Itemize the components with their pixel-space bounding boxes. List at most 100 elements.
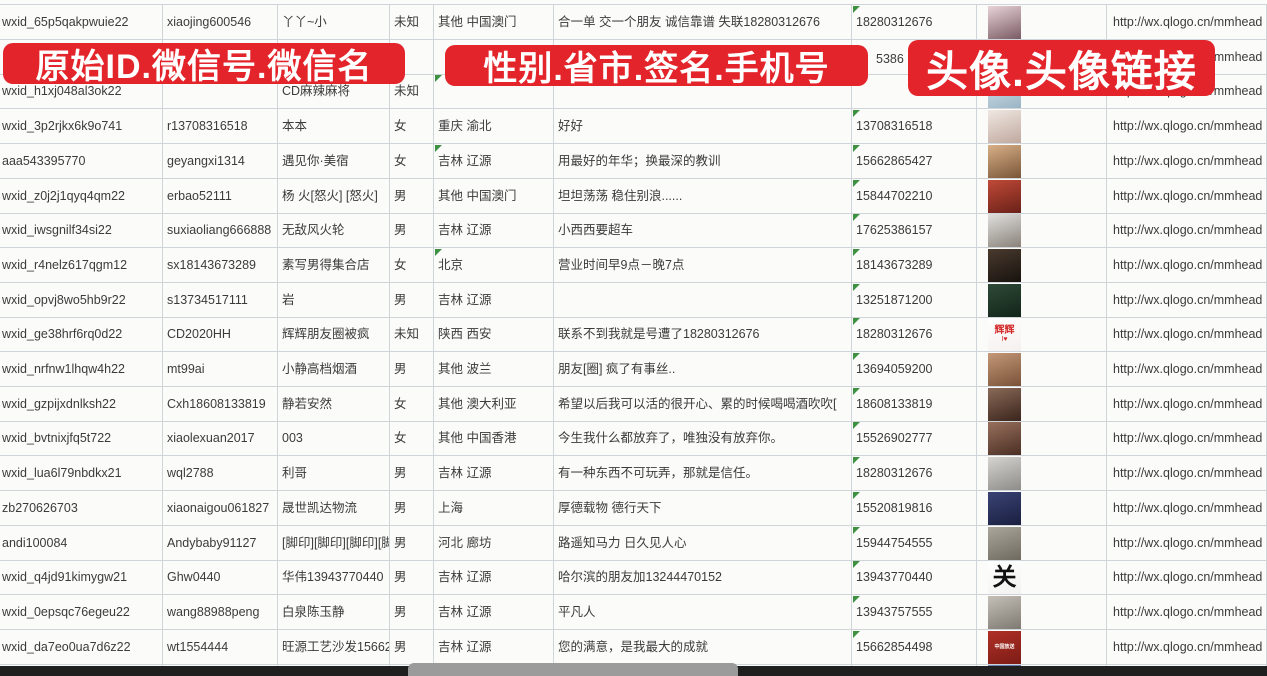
cell-wxid[interactable]: wxid_q4jd91kimygw21 — [0, 560, 163, 596]
cell-phone[interactable]: 13943770440 — [852, 560, 977, 596]
cell-link[interactable]: http://wx.qlogo.cn/mmhead — [1107, 594, 1267, 630]
cell-wxid[interactable]: andi100084 — [0, 525, 163, 561]
cell-gender[interactable]: 男 — [390, 629, 434, 665]
cell-wechat-id[interactable]: Andybaby91127 — [163, 525, 278, 561]
cell-avatar[interactable]: 中国放送 — [977, 629, 1107, 665]
cell-wxid[interactable]: wxid_bvtnixjfq5t722 — [0, 421, 163, 457]
cell-avatar[interactable] — [977, 213, 1107, 249]
cell-wxid[interactable]: wxid_gzpijxdnlksh22 — [0, 386, 163, 422]
cell-wxid[interactable]: wxid_3p2rjkx6k9o741 — [0, 109, 163, 145]
cell-wxid[interactable]: wxid_nrfnw1lhqw4h22 — [0, 352, 163, 387]
cell-signature[interactable]: 好好 — [554, 109, 852, 145]
cell-phone[interactable]: 15662854498 — [852, 629, 977, 665]
cell-wxid[interactable]: wxid_lua6l79nbdkx21 — [0, 456, 163, 492]
cell-link[interactable]: http://wx.qlogo.cn/mmhead — [1107, 352, 1267, 387]
cell-wxid[interactable]: wxid_0epsqc76egeu22 — [0, 594, 163, 630]
cell-wechat-id[interactable]: wang88988peng — [163, 594, 278, 630]
cell-wechat-id[interactable]: Ghw0440 — [163, 560, 278, 596]
cell-gender[interactable]: 未知 — [390, 317, 434, 353]
cell-gender[interactable]: 未知 — [390, 5, 434, 40]
cell-region[interactable]: 吉林 辽源 — [434, 594, 554, 630]
cell-avatar[interactable] — [977, 421, 1107, 457]
cell-avatar[interactable] — [977, 352, 1107, 387]
cell-region[interactable]: 吉林 辽源 — [434, 213, 554, 249]
cell-avatar[interactable]: 关 — [977, 560, 1107, 596]
cell-name[interactable]: 辉辉朋友圈被疯 — [278, 317, 390, 353]
cell-name[interactable]: 华伟13943770440 — [278, 560, 390, 596]
cell-name[interactable]: 丫丫~小 — [278, 5, 390, 40]
cell-region[interactable]: 河北 廊坊 — [434, 525, 554, 561]
cell-gender[interactable]: 未知 — [390, 74, 434, 110]
cell-phone[interactable]: 15944754555 — [852, 525, 977, 561]
cell-wechat-id[interactable]: erbao52111 — [163, 178, 278, 214]
cell-wxid[interactable]: aaa543395770 — [0, 143, 163, 179]
cell-region[interactable]: 吉林 辽源 — [434, 282, 554, 318]
cell-link[interactable]: http://wx.qlogo.cn/mmhead — [1107, 629, 1267, 665]
cell-wechat-id[interactable]: suxiaoliang666888 — [163, 213, 278, 249]
cell-signature[interactable]: 哈尔滨的朋友加13244470152 — [554, 560, 852, 596]
cell-wxid[interactable]: wxid_z0j2j1qyq4qm22 — [0, 178, 163, 214]
cell-name[interactable]: 无敌风火轮 — [278, 213, 390, 249]
cell-region[interactable]: 吉林 辽源 — [434, 456, 554, 492]
cell-phone[interactable]: 17625386157 — [852, 213, 977, 249]
cell-link[interactable]: http://wx.qlogo.cn/mmhead — [1107, 456, 1267, 492]
cell-gender[interactable]: 男 — [390, 282, 434, 318]
cell-phone[interactable]: 15662865427 — [852, 143, 977, 179]
cell-wxid[interactable]: wxid_opvj8wo5hb9r22 — [0, 282, 163, 318]
cell-name[interactable]: CD麻辣麻将 — [278, 74, 390, 110]
cell-avatar[interactable] — [977, 594, 1107, 630]
cell-link[interactable]: http://wx.qlogo.cn/mmhead — [1107, 178, 1267, 214]
cell-region[interactable]: 吉林 辽源 — [434, 629, 554, 665]
cell-phone[interactable]: 18280312676 — [852, 5, 977, 40]
cell-link[interactable]: http://wx.qlogo.cn/mmhead — [1107, 213, 1267, 249]
cell-gender[interactable]: 男 — [390, 560, 434, 596]
cell-wechat-id[interactable]: geyangxi1314 — [163, 143, 278, 179]
cell-wechat-id[interactable]: r13708316518 — [163, 109, 278, 145]
cell-avatar[interactable] — [977, 5, 1107, 40]
cell-wechat-id[interactable]: s13734517111 — [163, 282, 278, 318]
cell-gender[interactable]: 男 — [390, 525, 434, 561]
cell-name[interactable]: 静若安然 — [278, 386, 390, 422]
cell-link[interactable]: http://wx.qlogo.cn/mmhead — [1107, 282, 1267, 318]
cell-signature[interactable]: 小西西要超车 — [554, 213, 852, 249]
horizontal-scrollbar-thumb[interactable] — [408, 663, 738, 676]
cell-name[interactable]: 晟世凯达物流 — [278, 490, 390, 526]
cell-phone[interactable]: 13943757555 — [852, 594, 977, 630]
cell-region[interactable] — [434, 74, 554, 110]
cell-phone[interactable]: 18280312676 — [852, 456, 977, 492]
cell-wxid[interactable]: wxid_iwsgnilf34si22 — [0, 213, 163, 249]
cell-region[interactable]: 陕西 西安 — [434, 317, 554, 353]
cell-signature[interactable] — [554, 74, 852, 110]
cell-wechat-id[interactable]: CD2020HH — [163, 317, 278, 353]
cell-phone[interactable]: 18280312676 — [852, 317, 977, 353]
cell-link[interactable]: http://wx.qlogo.cn/mmhead — [1107, 421, 1267, 457]
cell-link[interactable]: http://wx.qlogo.cn/mmhead — [1107, 247, 1267, 283]
cell-region[interactable]: 北京 — [434, 247, 554, 283]
cell-signature[interactable]: 厚德载物 德行天下 — [554, 490, 852, 526]
cell-signature[interactable]: 营业时间早9点－晚7点 — [554, 247, 852, 283]
cell-gender[interactable]: 男 — [390, 178, 434, 214]
cell-name[interactable]: 003 — [278, 421, 390, 457]
cell-phone[interactable]: 13708316518 — [852, 109, 977, 145]
cell-region[interactable]: 重庆 渝北 — [434, 109, 554, 145]
cell-gender[interactable]: 女 — [390, 143, 434, 179]
cell-wxid[interactable]: wxid_r4nelz617qgm12 — [0, 247, 163, 283]
cell-wechat-id[interactable]: wt1554444 — [163, 629, 278, 665]
cell-phone[interactable]: 13694059200 — [852, 352, 977, 387]
cell-phone[interactable]: 18608133819 — [852, 386, 977, 422]
cell-phone[interactable]: 18143673289 — [852, 247, 977, 283]
cell-name[interactable]: 小静高档烟酒 — [278, 352, 390, 387]
cell-avatar[interactable] — [977, 178, 1107, 214]
cell-phone[interactable]: 15520819816 — [852, 490, 977, 526]
cell-link[interactable]: http://wx.qlogo.cn/mmhead — [1107, 525, 1267, 561]
cell-signature[interactable] — [554, 282, 852, 318]
cell-gender[interactable]: 女 — [390, 421, 434, 457]
cell-region[interactable]: 其他 澳大利亚 — [434, 386, 554, 422]
cell-link[interactable]: http://wx.qlogo.cn/mmhead — [1107, 143, 1267, 179]
cell-signature[interactable]: 朋友[圈] 疯了有事丝.. — [554, 352, 852, 387]
cell-region[interactable]: 其他 中国澳门 — [434, 5, 554, 40]
cell-region[interactable]: 其他 波兰 — [434, 352, 554, 387]
cell-avatar[interactable] — [977, 490, 1107, 526]
cell-link[interactable]: http://wx.qlogo.cn/mmhead — [1107, 5, 1267, 40]
cell-phone[interactable]: 15844702210 — [852, 178, 977, 214]
